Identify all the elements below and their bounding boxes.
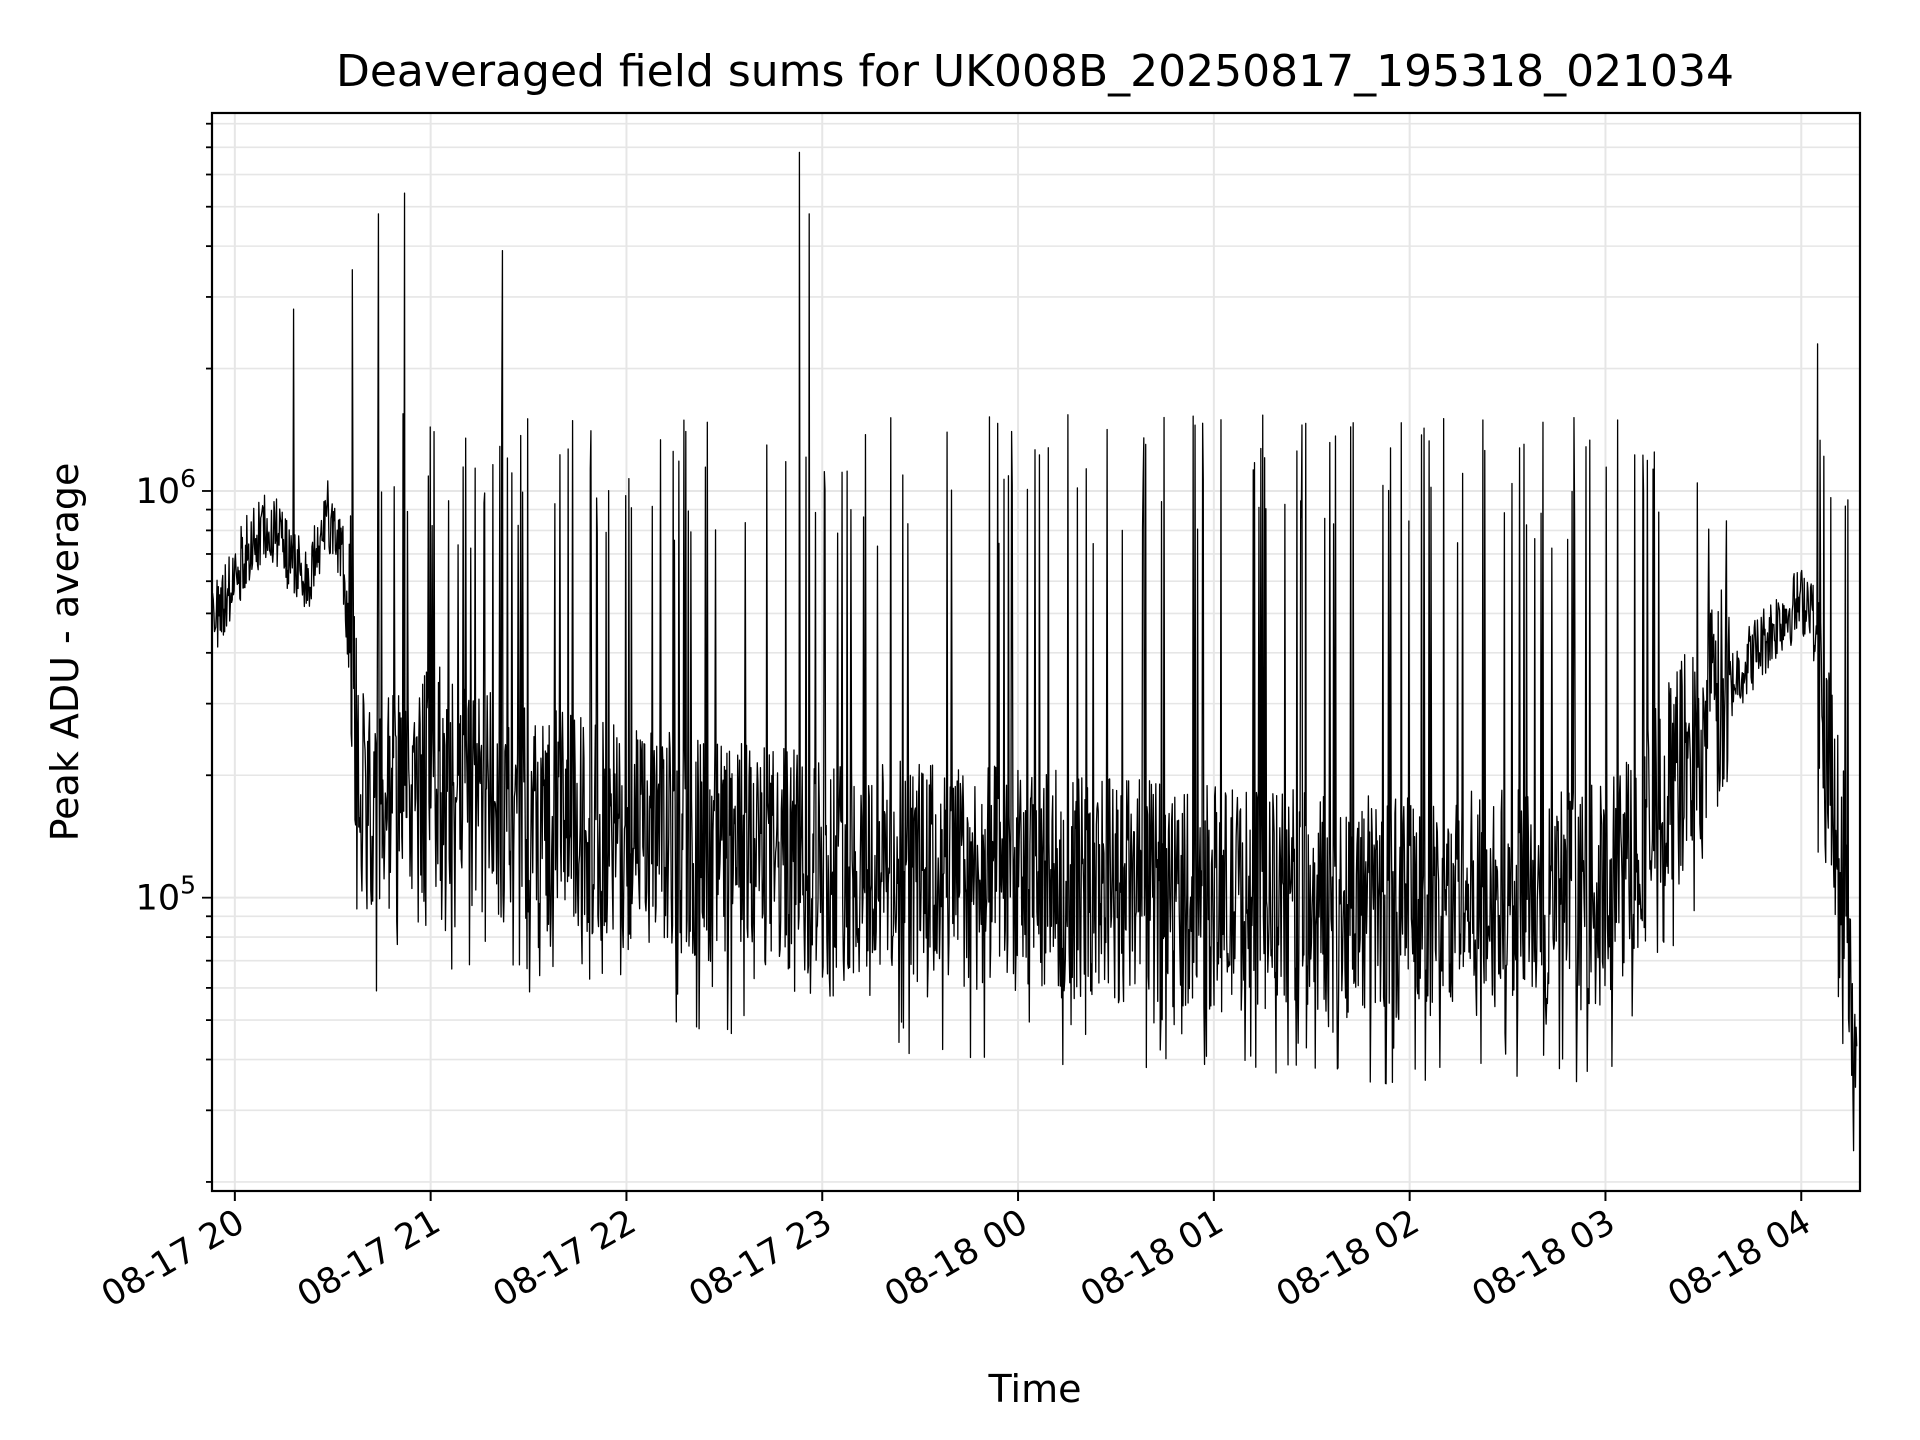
series-line bbox=[211, 151, 1858, 1152]
y-axis-label: Peak ADU - average bbox=[43, 463, 87, 842]
chart-title: Deaveraged field sums for UK008B_2025081… bbox=[336, 46, 1734, 97]
plot-area bbox=[211, 151, 1858, 1152]
y-tick-exponent: 6 bbox=[180, 464, 196, 493]
y-tick-exponent: 5 bbox=[180, 871, 196, 900]
x-axis-label: Time bbox=[988, 1367, 1082, 1411]
y-tick-label: 106 bbox=[136, 464, 196, 512]
y-tick-base: 10 bbox=[136, 472, 181, 512]
y-tick-label: 105 bbox=[136, 871, 196, 919]
y-tick-base: 10 bbox=[136, 879, 181, 919]
